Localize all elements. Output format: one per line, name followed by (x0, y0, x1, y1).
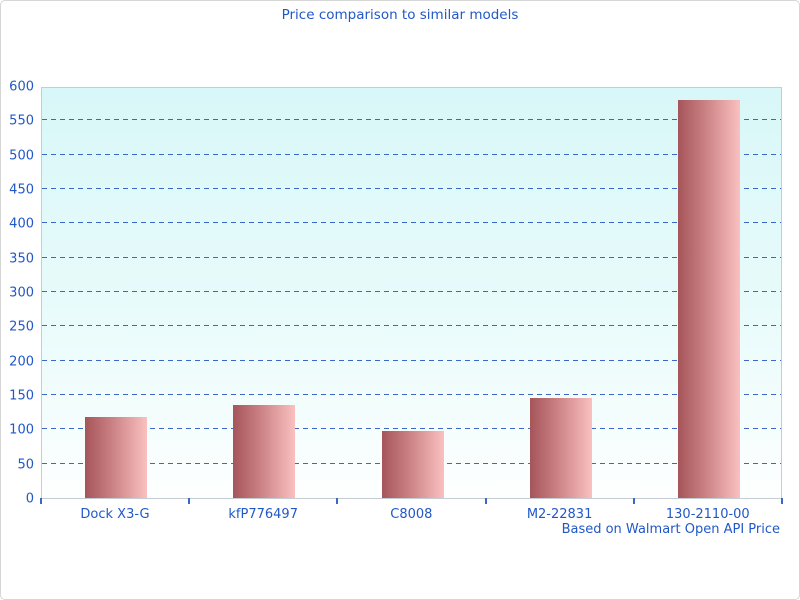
x-axis-tick (188, 498, 191, 504)
chart-footnote: Based on Walmart Open API Price (561, 522, 780, 537)
bar (677, 99, 740, 498)
x-axis-category-label: C8008 (390, 507, 433, 522)
x-axis-tick (484, 498, 487, 504)
bar (233, 405, 296, 498)
gridline (42, 428, 781, 430)
y-axis-tick-label: 600 (9, 79, 34, 95)
x-axis-category-label: kfP776497 (228, 507, 298, 522)
chart-title: Price comparison to similar models (281, 7, 519, 23)
gridline (42, 119, 781, 121)
gridline (42, 394, 781, 395)
gridline (42, 256, 781, 258)
x-axis-tick (632, 498, 635, 504)
x-axis-category-label: 130-2110-00 (665, 507, 750, 522)
gridline (42, 188, 781, 189)
gridline (42, 359, 781, 361)
bar (381, 430, 444, 498)
y-axis-tick-label: 200 (9, 354, 34, 370)
gridline (42, 325, 781, 327)
x-axis-tick (40, 498, 42, 504)
y-axis-tick-label: 150 (9, 388, 34, 404)
y-axis-tick-label: 550 (9, 113, 34, 129)
y-axis-tick-label: 350 (9, 251, 34, 267)
y-axis-tick-label: 0 (25, 491, 34, 507)
gridline (42, 291, 781, 292)
bar (85, 416, 148, 498)
gridline (42, 222, 781, 224)
y-axis-tick-label: 100 (9, 422, 34, 438)
y-axis-tick-label: 450 (9, 182, 34, 198)
x-axis-tick (336, 498, 339, 504)
x-axis-tick (781, 498, 783, 504)
x-axis-category-label: Dock X3-G (80, 507, 150, 522)
y-axis-tick-label: 400 (9, 216, 34, 232)
y-axis-tick-label: 250 (9, 319, 34, 335)
x-axis-category-label: M2-22831 (526, 507, 593, 522)
y-axis-tick-label: 50 (17, 457, 34, 473)
bar (529, 398, 592, 498)
y-axis-tick-label: 500 (9, 148, 34, 164)
plot-area (41, 87, 782, 499)
y-axis-tick-label: 300 (9, 285, 34, 301)
gridline (42, 153, 781, 155)
